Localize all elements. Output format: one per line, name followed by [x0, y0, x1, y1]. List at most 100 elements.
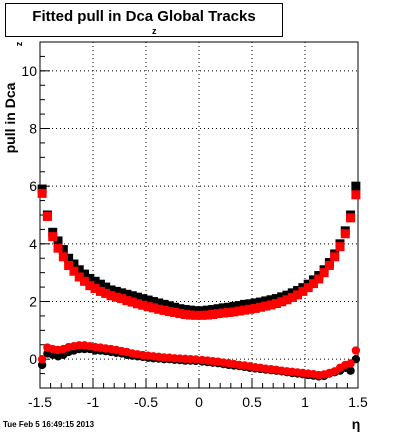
data-point-circle: [351, 346, 361, 355]
data-point-square: [74, 265, 84, 275]
data-point-square: [229, 307, 239, 317]
data-point-square: [250, 298, 260, 308]
data-point-square: [148, 303, 158, 313]
data-point-square: [314, 274, 324, 284]
grid: [40, 42, 358, 388]
data-point-square: [69, 259, 79, 269]
data-point-square: [175, 309, 185, 319]
y-axis-label: pull in Dca: [2, 82, 18, 153]
data-point-square: [319, 268, 329, 278]
data-point-square: [101, 282, 111, 292]
data-point-square: [351, 190, 361, 200]
x-tick-label: -1.5: [28, 394, 52, 410]
data-point-square: [298, 286, 308, 296]
x-tick-label: 0.5: [242, 394, 262, 410]
data-point-square: [101, 288, 111, 298]
data-marks: [37, 181, 361, 381]
data-point-square: [186, 305, 196, 315]
series-2: [37, 188, 361, 320]
data-point-square: [208, 309, 218, 319]
data-point-square: [90, 284, 100, 294]
data-point-square: [122, 296, 132, 306]
chart-title-subscript: z: [152, 26, 157, 36]
y-axis-label-sub-group: z: [14, 41, 24, 46]
series-0: [37, 181, 361, 316]
data-point-square: [175, 304, 185, 314]
data-point-square: [255, 297, 265, 307]
data-point-square: [351, 181, 361, 191]
data-point-square: [250, 303, 260, 313]
data-point-square: [191, 306, 201, 316]
data-point-circle: [37, 354, 47, 364]
data-point-circle: [346, 366, 355, 375]
chart-title: Fitted pull in Dca Global Tracks: [6, 8, 282, 25]
data-point-square: [127, 291, 137, 301]
data-point-square: [197, 310, 207, 320]
x-tick-labels: -1.5 -1 -0.5 0 0.5 1 1.5: [28, 394, 368, 410]
x-tick-label: 0: [195, 394, 203, 410]
data-point-square: [117, 288, 127, 298]
data-point-square: [138, 294, 148, 304]
data-point-square: [266, 295, 276, 305]
data-point-square: [58, 252, 68, 262]
data-point-square: [117, 294, 127, 304]
x-tick-label: 1: [301, 394, 309, 410]
data-point-square: [64, 260, 74, 270]
data-point-square: [85, 281, 95, 291]
data-point-square: [80, 276, 90, 286]
data-point-square: [133, 292, 143, 302]
data-point-square: [287, 288, 297, 298]
data-point-square: [69, 266, 79, 276]
data-point-square: [266, 300, 276, 310]
data-point-circle: [346, 359, 355, 368]
data-point-square: [53, 236, 63, 246]
data-point-square: [282, 290, 292, 300]
x-tick-label: 1.5: [348, 394, 368, 410]
data-point-square: [164, 307, 174, 317]
data-point-square: [111, 286, 121, 296]
data-point-square: [159, 299, 169, 309]
data-point-square: [271, 299, 281, 309]
data-point-square: [303, 283, 313, 293]
data-point-square: [180, 305, 190, 315]
data-point-square: [58, 245, 68, 255]
x-tick-label: -1: [87, 394, 100, 410]
x-axis-label: η: [352, 416, 361, 432]
data-point-square: [261, 301, 271, 311]
data-point-square: [53, 243, 63, 253]
data-point-circle: [37, 360, 47, 370]
data-point-square: [143, 295, 153, 305]
data-point-square: [64, 253, 74, 263]
data-point-square: [330, 252, 340, 262]
data-point-square: [138, 300, 148, 310]
data-point-square: [282, 295, 292, 305]
data-point-square: [95, 279, 105, 289]
series-3: [37, 341, 361, 380]
data-point-square: [122, 289, 132, 299]
data-point-square: [186, 310, 196, 320]
data-point-square: [191, 310, 201, 320]
data-point-square: [154, 298, 164, 308]
data-point-square: [218, 303, 228, 313]
y-tick-labels: 0 2 4 6 8 10: [21, 63, 37, 367]
data-point-square: [213, 304, 223, 314]
data-point-square: [111, 292, 121, 302]
data-point-square: [234, 306, 244, 316]
data-point-square: [234, 301, 244, 311]
data-point-square: [202, 305, 212, 315]
data-point-square: [170, 307, 180, 317]
data-point-square: [180, 309, 190, 319]
data-point-square: [224, 302, 234, 312]
data-point-square: [90, 276, 100, 286]
chart-title-tail: Global Tracks: [153, 8, 256, 25]
y-tick-label: 8: [29, 121, 37, 137]
y-tick-label: 10: [21, 63, 37, 79]
data-point-square: [42, 211, 52, 221]
data-point-square: [213, 309, 223, 319]
data-point-square: [106, 285, 116, 295]
data-point-square: [271, 294, 281, 304]
data-point-square: [80, 269, 90, 279]
data-point-square: [164, 301, 174, 311]
data-point-square: [287, 292, 297, 302]
